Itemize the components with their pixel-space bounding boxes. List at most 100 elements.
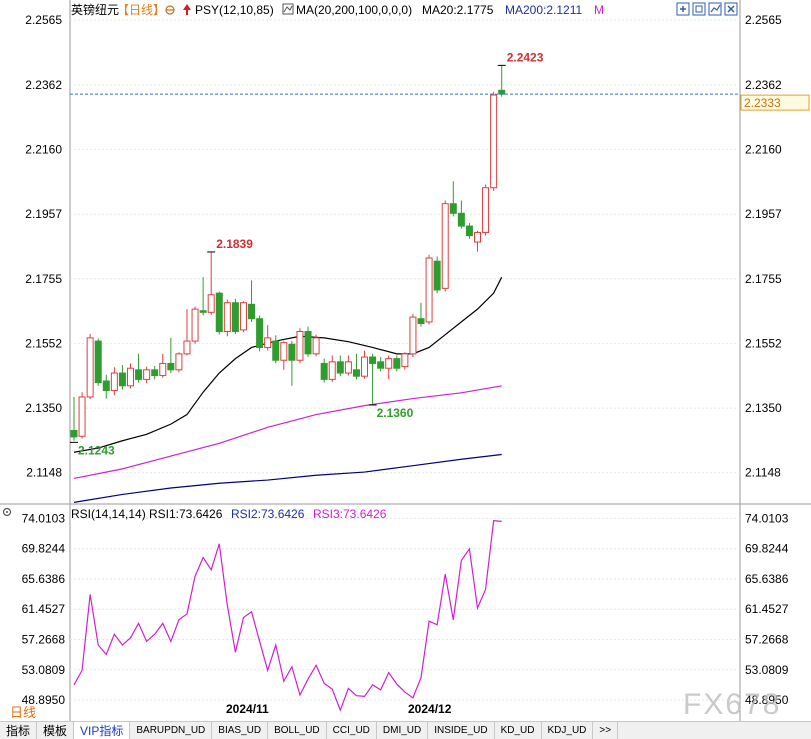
ma200-value: MA200:2.1211 [505, 3, 582, 17]
candle-body-up [361, 356, 369, 377]
arrow-up-icon[interactable] [183, 4, 191, 15]
price-tick-right: 2.1957 [745, 207, 782, 221]
rsi-tick-right: 48.8950 [745, 693, 789, 707]
candle-body-down [199, 310, 207, 313]
candle-body-down [457, 212, 465, 227]
rsi2-value: RSI2:73.6426 [231, 507, 305, 521]
candle-body-up [490, 94, 498, 189]
watermark: FX678 [683, 688, 781, 721]
candle-body-up [385, 358, 393, 369]
tab-barupdn-ud[interactable]: BARUPDN_UD [130, 722, 213, 739]
candle-body-up [78, 396, 86, 437]
candle-body-down [231, 302, 239, 332]
window-icon[interactable] [692, 2, 706, 16]
candlesticks [70, 65, 506, 441]
ma-icon[interactable] [282, 3, 294, 15]
candle-body-up [175, 353, 183, 371]
period-label[interactable]: 【日线】 [117, 3, 165, 17]
candle-body-down [377, 361, 385, 369]
candle-body-up [474, 231, 481, 243]
candle-body-up [482, 187, 490, 233]
annotation-low2: 2.1360 [377, 406, 414, 420]
candle-body-down [102, 380, 110, 392]
candle-body-down [256, 318, 264, 348]
candle-body-down [215, 292, 223, 332]
psy-label[interactable]: PSY(12,10,85) [195, 3, 274, 17]
price-tick-left: 2.1957 [25, 207, 62, 221]
rsi-tick-right: 57.2668 [745, 633, 789, 647]
annotation-low1: 2.1243 [78, 443, 115, 457]
candle-body-up [191, 308, 199, 342]
price-tick-left: 2.2362 [25, 78, 62, 92]
tab-vip-indicators[interactable]: VIP指标 [74, 722, 131, 739]
chart-canvas[interactable]: 英镑纽元 【日线】 PSY(12,10,85) MA(20,200,100,0,… [0, 0, 811, 721]
rsi-params-label[interactable]: RSI(14,14,14) [71, 507, 146, 521]
tab-indicators[interactable]: 指标 [0, 722, 38, 739]
zoom-in-icon[interactable] [676, 2, 690, 16]
tab-templates[interactable]: 模板 [37, 722, 75, 739]
candle-body-up [425, 257, 433, 323]
annotation-high: 2.2423 [507, 50, 544, 64]
refresh-icon[interactable] [165, 5, 175, 15]
rsi-tick-left: 53.0809 [22, 663, 66, 677]
settings-icon[interactable] [2, 507, 12, 517]
ma-line-ma200 [73, 453, 502, 503]
rsi-tick-right: 65.6386 [745, 572, 789, 586]
candle-body-down [272, 340, 280, 361]
candle-body-down [248, 303, 256, 320]
rsi-tick-left: 69.8244 [22, 542, 66, 556]
candle-body-up [264, 337, 272, 348]
price-tick-left: 2.2565 [25, 13, 62, 27]
candle-body-up [328, 361, 336, 380]
rsi-header: RSI(14,14,14) RSI1:73.6426 RSI2:73.6426 … [2, 507, 387, 521]
candle-body-down [118, 372, 126, 387]
chart-header: 英镑纽元 【日线】 PSY(12,10,85) MA(20,200,100,0,… [71, 2, 738, 17]
rsi-tick-left: 65.6386 [22, 572, 66, 586]
rsi-tick-right: 53.0809 [745, 663, 789, 677]
candle-body-up [223, 302, 231, 332]
price-tick-left: 2.1755 [25, 272, 62, 286]
period-bottom-label[interactable]: 日线 [10, 705, 36, 720]
symbol-name: 英镑纽元 [71, 2, 119, 17]
rsi3-value: RSI3:73.6426 [313, 507, 387, 521]
tab-boll-ud[interactable]: BOLL_UD [268, 722, 327, 739]
tab-kd-ud[interactable]: KD_UD [495, 722, 542, 739]
ma-line-ma100 [73, 385, 502, 480]
candle-body-down [304, 330, 312, 355]
price-tick-right: 2.1552 [745, 337, 782, 351]
close-icon[interactable] [724, 2, 738, 16]
tab-inside-ud[interactable]: INSIDE_UD [428, 722, 495, 739]
chart-icon[interactable] [708, 2, 722, 16]
candle-body-up [143, 369, 151, 380]
candle-body-up [183, 340, 191, 355]
candle-body-down [393, 358, 401, 369]
tab-more[interactable]: >> [593, 722, 619, 739]
ma20-value: MA20:2.1775 [422, 3, 494, 17]
candle-body-up [207, 294, 215, 313]
candle-body-up [280, 342, 288, 361]
rsi1-value: RSI1:73.6426 [149, 507, 223, 521]
x-label-nov: 2024/11 [226, 702, 269, 716]
annotation-marks [70, 64, 506, 443]
rsi-tick-left: 74.0103 [22, 511, 66, 525]
current-price-tag: 2.2333 [740, 94, 810, 111]
candle-body-down [336, 361, 344, 374]
candle-body-down [94, 340, 102, 384]
tab-cci-ud[interactable]: CCI_UD [327, 722, 377, 739]
annotation-peak1: 2.1839 [216, 237, 253, 251]
rsi-tick-right: 69.8244 [745, 542, 789, 556]
candle-body-down [465, 225, 473, 237]
tab-bias-ud[interactable]: BIAS_UD [212, 722, 269, 739]
price-tick-right: 2.2362 [745, 78, 782, 92]
candle-body-up [159, 362, 167, 377]
ma-params-label[interactable]: MA(20,200,100,0,0,0) [296, 3, 412, 17]
tab-dmi-ud[interactable]: DMI_UD [377, 722, 429, 739]
candle-body-up [296, 330, 304, 361]
candle-body-down [288, 343, 296, 361]
rsi-axis: 74.0103 74.0103 69.8244 69.8244 65.6386 65.63… [22, 511, 789, 707]
price-tick-left: 2.1552 [25, 337, 62, 351]
price-tick-right: 2.1755 [745, 272, 782, 286]
rsi-tick-left: 48.8950 [22, 693, 66, 707]
tab-kdj-ud[interactable]: KDJ_UD [542, 722, 594, 739]
candle-body-down [449, 203, 457, 214]
